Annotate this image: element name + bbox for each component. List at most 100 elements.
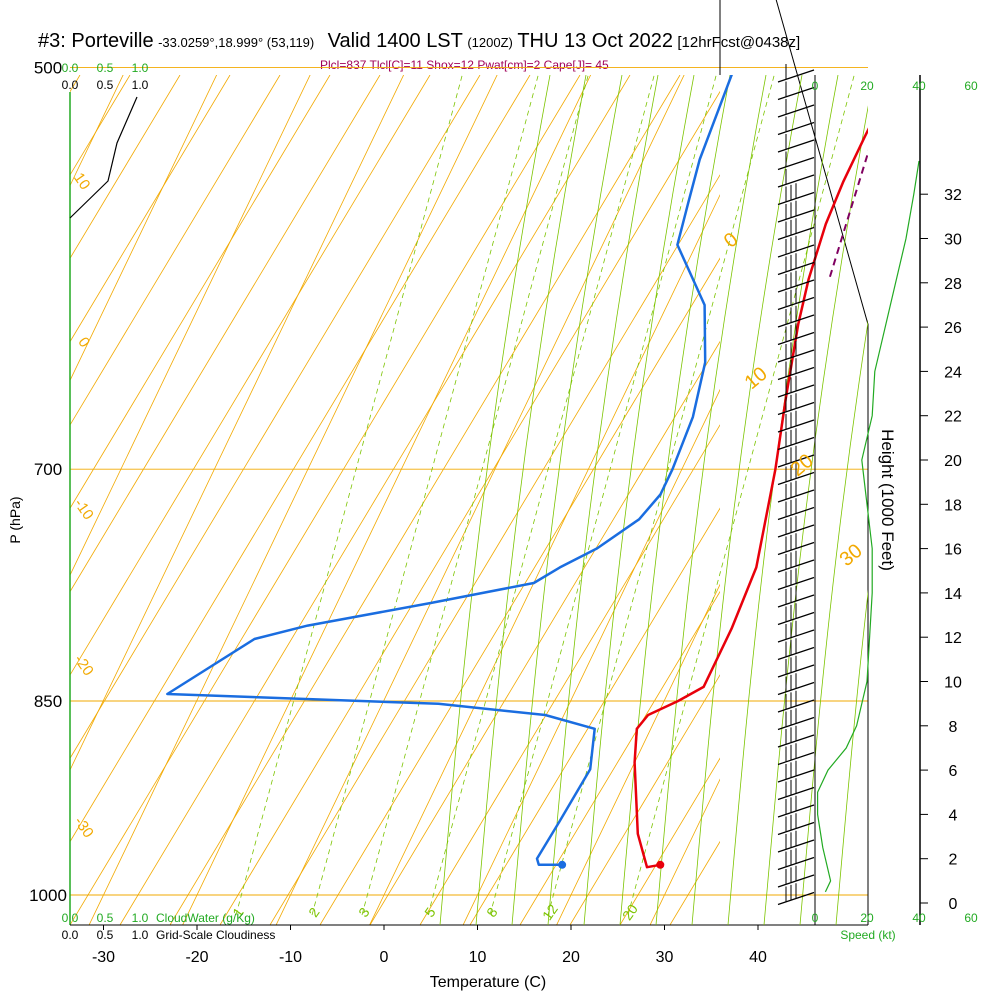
dry-adiabat-label: -10: [71, 496, 97, 524]
wind-speed-line: [816, 160, 920, 893]
isotherm-line: [462, 388, 720, 925]
wind-barb-staff: [777, 594, 815, 608]
dry-adiabat-label: -30: [71, 814, 97, 842]
isotherm-line: [649, 778, 720, 925]
wind-barb-staff: [777, 804, 815, 818]
isotherm-line: [917, 0, 1000, 953]
dry-adiabat-line: [519, 590, 720, 925]
wind-barb-staff: [777, 489, 815, 503]
wind-barb-staff: [777, 821, 815, 836]
wind-barb-staff: [777, 524, 815, 538]
moist-adiabat-label: 0: [720, 228, 743, 252]
dry-adiabat-line: [70, 75, 531, 843]
dry-adiabat-line: [569, 674, 720, 925]
x-tick-label: 0: [380, 949, 389, 966]
wind-barb-staff: [777, 156, 815, 171]
x-tick-label: 30: [656, 949, 674, 966]
dry-adiabat-line: [419, 424, 720, 925]
wind-barb-staff: [777, 559, 815, 573]
height-tick-label: 8: [949, 719, 958, 736]
wind-barb-staff: [777, 86, 815, 101]
x-tick-label: 20: [562, 949, 580, 966]
wind-barb-staff: [777, 646, 815, 661]
dry-adiabat-line: [369, 340, 720, 925]
mixing-ratio-label: 8: [483, 904, 501, 920]
dewpoint-line: [166, 75, 733, 867]
dry-adiabat-line: [319, 257, 720, 925]
wind-barb-staff: [777, 611, 815, 626]
height-tick-label: 20: [944, 453, 962, 470]
wind-barb-staff: [777, 541, 815, 556]
bottom-cloudwater-tick: 0.0: [62, 911, 79, 925]
height-tick-label: 4: [949, 807, 958, 824]
dry-adiabat-label: 10: [70, 170, 93, 193]
dry-adiabat-line: [70, 75, 281, 426]
moist-adiabat-line: [655, 75, 767, 925]
height-tick-label: 16: [944, 542, 962, 559]
wind-barb-staff: [777, 506, 815, 521]
mixing-ratio-line: [235, 75, 463, 916]
wind-barb-staff: [777, 629, 815, 643]
height-tick-label: 26: [944, 320, 962, 337]
height-tick-label: 10: [944, 675, 962, 692]
mixing-ratio-line: [547, 75, 775, 916]
y-axis-title: P (hPa): [7, 496, 23, 543]
cloudiness-line: [69, 96, 138, 219]
moist-adiabat-line: [619, 75, 731, 925]
height-tick-label: 24: [944, 364, 962, 381]
mixing-ratio-label: 2: [305, 904, 323, 920]
wind-barb-staff: [777, 279, 815, 293]
wind-barb-staff: [777, 121, 815, 136]
mixing-ratio-label: 3: [355, 904, 373, 920]
height-tick-label: 2: [949, 852, 958, 869]
utc-time: (1200Z): [467, 35, 513, 50]
wind-barb-staff: [777, 331, 815, 346]
valid-time: Valid 1400 LST: [327, 30, 463, 52]
wind-barb-staff: [777, 471, 815, 486]
cloudwater-label: CloudWater (g/Kg): [156, 911, 255, 925]
bottom-cloudiness-tick: 0.5: [97, 928, 114, 942]
dry-adiabat-line: [219, 90, 720, 925]
moist-adiabat-label: 10: [741, 363, 772, 394]
wind-barb-staff: [777, 296, 815, 311]
dry-adiabat-line: [70, 75, 381, 593]
isotherm-line: [556, 583, 720, 925]
top-cloudiness-tick: 0.0: [62, 78, 79, 92]
wind-barb-staff: [777, 384, 815, 398]
wind-barb-staff: [777, 226, 815, 241]
bottom-cloudwater-tick: 0.5: [97, 911, 114, 925]
wind-barb-staff: [777, 261, 815, 276]
bottom-cloudiness-tick: 0.0: [62, 928, 79, 942]
dry-adiabat-label: -20: [71, 652, 97, 680]
speed-bottom-tick-label: 40: [912, 911, 926, 925]
isotherm-line: [182, 75, 592, 925]
wind-barb-staff: [777, 769, 815, 783]
wind-barb-staff: [777, 104, 815, 118]
top-cloudiness-tick: 1.0: [132, 78, 149, 92]
chart-header: #3: Porteville -33.0259°,18.999° (53,119…: [38, 30, 800, 53]
moist-adiabat-line: [547, 75, 659, 925]
x-tick-label: -20: [185, 949, 208, 966]
x-tick-label: -30: [92, 949, 115, 966]
height-tick-label: 22: [944, 409, 962, 426]
pressure-tick-label: 1000: [29, 886, 67, 905]
wind-barb-staff: [777, 209, 815, 223]
wind-barb-staff: [777, 856, 815, 871]
station-title: #3: Porteville: [38, 30, 154, 52]
height-tick-label: 6: [949, 763, 958, 780]
moist-adiabat-line: [511, 75, 623, 925]
dry-adiabat-line: [469, 507, 720, 925]
x-axis-title: Temperature (C): [430, 974, 546, 991]
isotherm-line: [70, 75, 124, 187]
dry-adiabat-line: [70, 75, 581, 925]
wind-barb-staff: [777, 401, 815, 416]
mixing-ratio-line: [627, 75, 855, 916]
forecast-date: THU 13 Oct 2022: [517, 30, 673, 52]
wind-barb-staff: [777, 366, 815, 381]
speed-bottom-tick-label: 60: [964, 911, 978, 925]
height-tick-label: 0: [949, 896, 958, 913]
wind-barb-staff: [777, 874, 815, 888]
dry-adiabat-label: 0: [74, 334, 93, 351]
wind-barb-staff: [777, 664, 815, 678]
